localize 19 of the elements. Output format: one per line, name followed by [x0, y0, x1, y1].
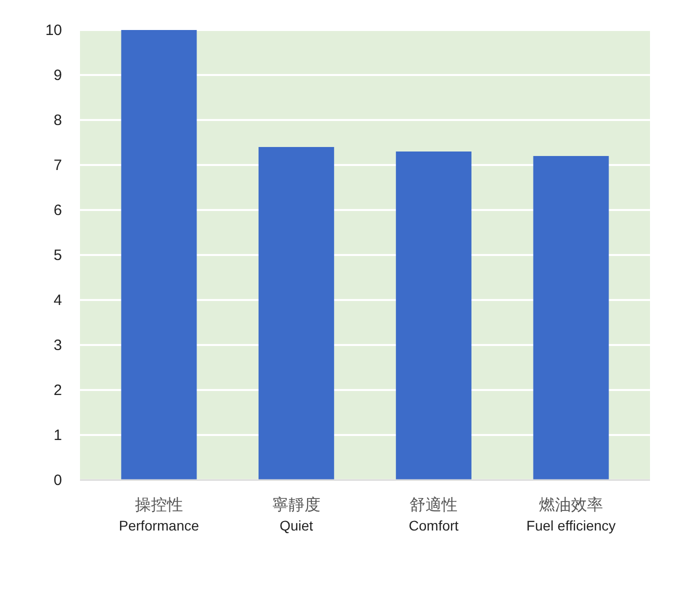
x-tick-label: 舒適性 Comfort — [408, 496, 459, 534]
y-tick-label: 7 — [54, 156, 62, 174]
y-tick-label: 8 — [54, 112, 62, 129]
bar — [258, 147, 334, 480]
x-tick-label: 燃油效率 Fuel efficiency — [526, 496, 616, 534]
y-tick-label: 0 — [54, 472, 62, 489]
y-tick-label: 6 — [54, 202, 62, 219]
bar — [533, 156, 609, 480]
y-tick-label: 2 — [54, 382, 62, 399]
y-tick-label: 5 — [54, 246, 62, 264]
bar — [396, 152, 472, 480]
bar — [121, 30, 197, 480]
y-tick-label: 4 — [54, 292, 62, 309]
y-tick-label: 9 — [54, 66, 62, 84]
x-tick-label: 寧靜度 Quiet — [272, 496, 320, 534]
y-tick-label: 1 — [54, 426, 62, 444]
y-tick-label: 3 — [54, 336, 62, 354]
x-tick-label: 操控性 Performance — [118, 497, 200, 534]
y-tick-label: 10 — [45, 22, 62, 39]
